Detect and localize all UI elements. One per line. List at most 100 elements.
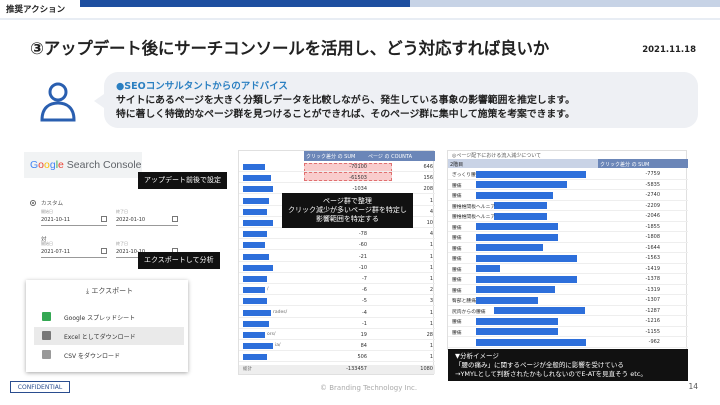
redacted-cell	[243, 276, 267, 282]
row-label: 臀部と腰痛	[452, 299, 476, 304]
click-diff-cell: -1216	[645, 318, 660, 324]
download-icon: ⤓	[86, 287, 92, 295]
calendar-icon[interactable]	[101, 248, 107, 254]
click-diff-cell: -1378	[645, 276, 660, 282]
click-diff-cell: -1	[362, 320, 367, 327]
start-date-label: 開始日	[41, 209, 53, 214]
redacted-cell	[476, 317, 558, 325]
table-row: 506 1	[239, 353, 435, 363]
table-row: 腰痛 -1216	[448, 316, 688, 327]
redacted-cell	[243, 231, 267, 238]
table-row: -10 1	[239, 264, 435, 273]
callout-compare: アップデート前後で設定	[138, 172, 227, 189]
click-diff-cell: -7759	[645, 171, 660, 177]
header-accent-bar	[80, 0, 410, 7]
page-count-cell: 4	[429, 231, 433, 238]
start-date-field[interactable]: 2021-10-11	[41, 214, 107, 226]
click-diff-cell: 506	[357, 354, 367, 361]
callout-export: エクスポートして分析	[138, 252, 220, 269]
calendar-icon[interactable]	[172, 216, 178, 222]
click-diff-cell: -6	[362, 287, 367, 294]
table-row: -70100 646	[239, 163, 435, 172]
redacted-cell	[476, 191, 553, 199]
column-header: クリック差分 の SUM	[598, 159, 688, 168]
total-count: 1080	[420, 366, 433, 372]
page-count-cell: 2	[429, 287, 433, 294]
advice-section: ●SEOコンサルタントからのアドバイス サイトにあるページを大きく分類しデータを…	[20, 70, 700, 130]
row-label: 腰痛	[452, 278, 462, 283]
table-title: ◎ページ配下における流入減少について	[452, 153, 542, 159]
redacted-cell	[243, 197, 269, 204]
copyright: © Branding Technology Inc.	[320, 384, 418, 392]
click-diff-cell: -1287	[645, 307, 660, 314]
page-number: 14	[688, 382, 698, 391]
callout-sort: ページ群で整理 クリック減少が多いページ群を特定し 影響範囲を特定する	[282, 193, 413, 228]
compare-start-date-field[interactable]: 2021-07-11	[41, 246, 107, 258]
click-diff-cell: -2740	[645, 192, 660, 198]
calendar-icon[interactable]	[101, 216, 107, 222]
table-row: ia/84 1	[239, 342, 435, 352]
row-label: 腰痛	[452, 183, 462, 189]
csv-icon	[42, 350, 51, 359]
click-diff-cell: -962	[648, 339, 660, 345]
click-diff-cell: -10	[358, 264, 367, 271]
export-excel[interactable]: Excel としてダウンロード	[34, 327, 184, 345]
click-diff-cell: -5835	[645, 181, 660, 188]
redacted-cell	[476, 170, 586, 178]
redacted-cell	[243, 343, 273, 350]
redacted-cell	[476, 244, 543, 251]
click-diff-cell: 19	[360, 332, 367, 338]
export-csv[interactable]: CSV をダウンロード	[34, 346, 184, 364]
section-label: 推奨アクション	[6, 5, 66, 15]
row-label: 腰痛	[452, 194, 462, 199]
click-diff-cell: -1419	[645, 265, 660, 272]
click-diff-cell: 84	[360, 343, 367, 350]
click-diff-cell: -1155	[645, 328, 660, 335]
click-diff-cell: -1319	[645, 286, 660, 293]
table-row: 腰痛 -2740	[448, 190, 688, 201]
redacted-cell	[243, 208, 267, 215]
table-row: -1 1	[239, 320, 435, 329]
table-row: 腰痛 -1319	[448, 285, 688, 295]
export-button[interactable]: ⤓ エクスポート	[86, 287, 134, 295]
custom-label: カスタム	[41, 201, 64, 207]
click-diff-cell: -4	[362, 309, 367, 316]
click-diff-cell: -1307	[645, 297, 660, 303]
table-row: -61503 156	[239, 174, 435, 184]
redacted-cell	[476, 286, 555, 293]
redacted-cell	[476, 296, 538, 304]
compare-label: 対	[41, 237, 47, 243]
click-diff-cell: -21	[358, 253, 367, 260]
page-count-cell: 1	[429, 320, 433, 327]
advice-heading: ●SEOコンサルタントからのアドバイス	[116, 81, 288, 92]
confidential-badge: CONFIDENTIAL	[10, 381, 70, 393]
end-date-field[interactable]: 2022-01-10	[116, 214, 178, 226]
advice-line: サイトにあるページを大きく分類しデータを比較しながら、発生している事象の影響範囲…	[116, 95, 575, 106]
second-level-table: ◎ページ配下における流入減少について 2階目 クリック差分 の SUM ぎっくり…	[447, 150, 688, 350]
table-row: -78 4	[239, 230, 435, 240]
export-google-sheets[interactable]: Google スプレッドシート	[34, 308, 184, 326]
redacted-cell	[243, 242, 265, 249]
row-label: 腰椎椎間板ヘルニア	[452, 204, 496, 210]
table-row: ors/19 28	[239, 331, 435, 340]
redacted-cell	[243, 309, 271, 316]
page-count-cell: 1	[429, 343, 433, 350]
table-row: 腰痛 -1644	[448, 243, 688, 253]
page-count-cell: 4	[429, 208, 433, 215]
row-label: 腰椎椎間板ヘルニア	[452, 215, 496, 220]
redacted-cell	[476, 181, 567, 188]
page-suffix: /	[267, 287, 269, 293]
excel-icon	[42, 331, 51, 340]
table-row: -5 3	[239, 297, 435, 307]
page-suffix: rades/	[273, 309, 288, 315]
row-label: 腰痛	[452, 267, 462, 273]
header-accent-bar-light	[410, 0, 720, 7]
page-count-cell: 1	[429, 253, 433, 260]
page-count-cell: 28	[426, 332, 433, 338]
column-header: 2階目	[448, 159, 598, 168]
page-count-cell: 1	[429, 309, 433, 316]
search-console-logo: Google Search Console	[24, 152, 142, 178]
custom-radio[interactable]	[30, 200, 36, 206]
row-label: 腰痛	[452, 236, 462, 241]
end-date-label: 終了日	[116, 209, 128, 214]
